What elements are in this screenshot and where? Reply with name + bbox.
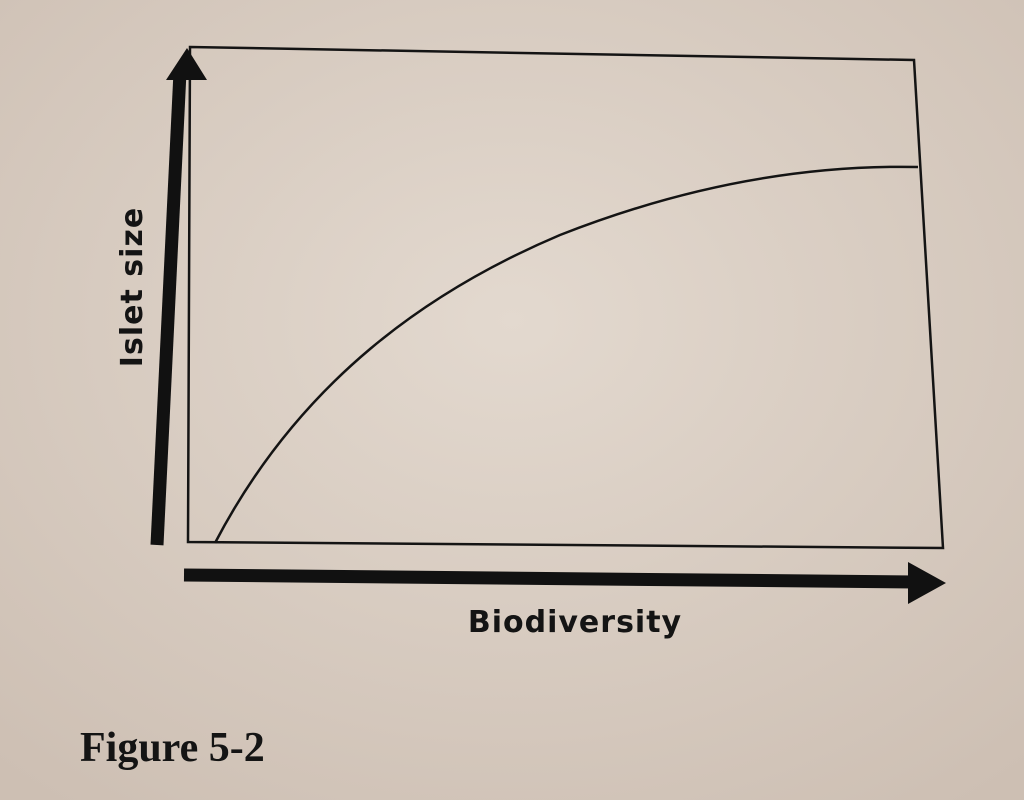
y-axis-arrow-shaft bbox=[150, 71, 187, 546]
x-axis-label: Biodiversity bbox=[468, 605, 682, 640]
figure-caption: Figure 5-2 bbox=[80, 725, 265, 771]
y-axis-arrowhead bbox=[166, 48, 207, 80]
y-axis-label: Islet size bbox=[115, 207, 150, 367]
plot-frame bbox=[186, 45, 945, 550]
x-axis-arrow-shaft bbox=[183, 568, 916, 589]
relationship-curve bbox=[213, 165, 919, 544]
x-axis-arrowhead bbox=[908, 562, 946, 604]
